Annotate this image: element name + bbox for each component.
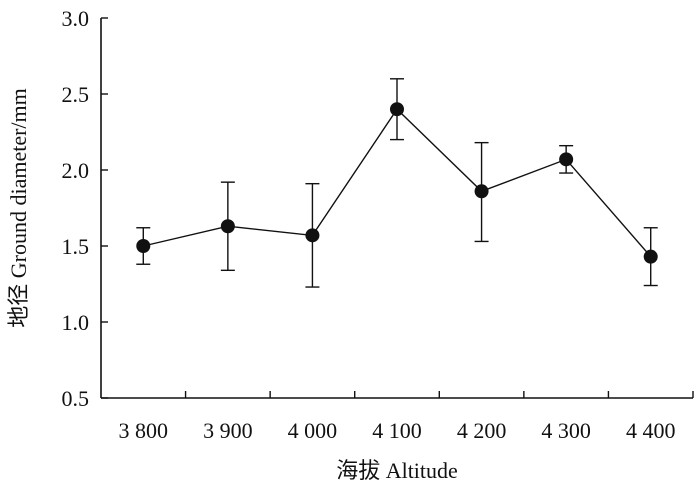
x-axis-title: 海拔 Altitude	[336, 458, 458, 483]
data-point	[305, 228, 320, 243]
x-tick-label: 4 200	[457, 418, 507, 443]
y-axis-title: 地径 Ground diameter/mm	[6, 88, 31, 328]
axes	[100, 18, 693, 399]
y-tick-label: 0.5	[62, 386, 90, 411]
y-tick-label: 2.5	[62, 82, 90, 107]
y-tick-label: 3.0	[62, 6, 90, 31]
x-tick-label: 3 800	[119, 418, 169, 443]
data-point	[559, 152, 574, 167]
data-points	[136, 102, 658, 264]
x-tick-label: 4 400	[626, 418, 676, 443]
x-tick-label: 4 000	[288, 418, 338, 443]
y-ticks: 0.5 1.0 1.5 2.0 2.5 3.0	[62, 6, 108, 411]
data-point	[390, 102, 404, 117]
y-tick-label: 1.5	[62, 234, 90, 259]
data-point	[136, 239, 151, 253]
x-tick-label: 4 100	[372, 418, 422, 443]
data-point	[220, 219, 235, 234]
y-tick-label: 2.0	[62, 158, 90, 183]
x-ticks: 3 800 3 900 4 000 4 100 4 200 4 300 4 400	[119, 391, 694, 443]
data-point	[643, 249, 658, 264]
x-tick-label: 4 300	[541, 418, 591, 443]
x-tick-label: 3 900	[203, 418, 253, 443]
y-tick-label: 1.0	[62, 310, 90, 335]
data-point	[474, 184, 489, 199]
